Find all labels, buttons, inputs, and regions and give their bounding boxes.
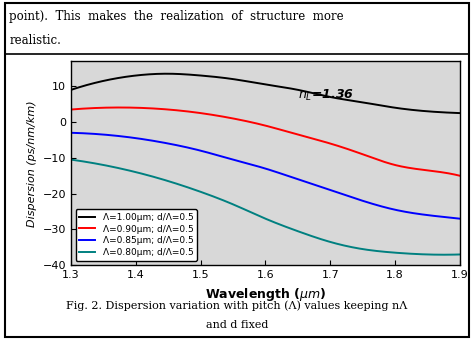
Text: $n_L$=1.36: $n_L$=1.36 (298, 88, 354, 103)
X-axis label: Wavelength ($\mu m$): Wavelength ($\mu m$) (205, 286, 326, 303)
Λ=0.90μm; d/Λ=0.5 (457, 174, 463, 178)
Λ=1.00μm; d/Λ=0.5 (301, 89, 307, 93)
Λ=0.85μm; d/Λ=0.5 (298, 178, 304, 183)
Λ=1.00μm; d/Λ=0.5 (70, 87, 75, 91)
Λ=1.00μm; d/Λ=0.5 (164, 72, 170, 76)
Text: Fig. 2. Dispersion variation with pitch (Λ) values keeping nΛ: Fig. 2. Dispersion variation with pitch … (66, 301, 408, 311)
Text: point).  This  makes  the  realization  of  structure  more: point). This makes the realization of st… (9, 10, 344, 23)
Λ=0.90μm; d/Λ=0.5 (301, 134, 307, 138)
Text: and d fixed: and d fixed (206, 320, 268, 329)
Λ=0.90μm; d/Λ=0.5 (397, 164, 403, 168)
Line: Λ=0.85μm; d/Λ=0.5: Λ=0.85μm; d/Λ=0.5 (71, 133, 460, 219)
Λ=1.00μm; d/Λ=0.5 (300, 89, 305, 93)
Λ=0.80μm; d/Λ=0.5 (441, 253, 447, 257)
Λ=1.00μm; d/Λ=0.5 (422, 109, 428, 113)
Λ=0.80μm; d/Λ=0.5 (298, 231, 304, 235)
Λ=0.80μm; d/Λ=0.5 (70, 158, 75, 162)
Line: Λ=0.80μm; d/Λ=0.5: Λ=0.80μm; d/Λ=0.5 (71, 159, 460, 255)
Legend: Λ=1.00μm; d/Λ=0.5, Λ=0.90μm; d/Λ=0.5, Λ=0.85μm; d/Λ=0.5, Λ=0.80μm; d/Λ=0.5: Λ=1.00μm; d/Λ=0.5, Λ=0.90μm; d/Λ=0.5, Λ=… (76, 209, 197, 261)
Λ=0.90μm; d/Λ=0.5 (308, 136, 313, 140)
Y-axis label: Dispersion (ps/nm/km): Dispersion (ps/nm/km) (27, 100, 37, 226)
Λ=0.85μm; d/Λ=0.5 (70, 131, 75, 135)
Λ=0.85μm; d/Λ=0.5 (420, 212, 426, 217)
Λ=0.80μm; d/Λ=0.5 (420, 252, 426, 256)
Λ=0.90μm; d/Λ=0.5 (70, 107, 75, 112)
Line: Λ=0.90μm; d/Λ=0.5: Λ=0.90μm; d/Λ=0.5 (71, 107, 460, 176)
Λ=0.90μm; d/Λ=0.5 (300, 134, 305, 138)
Λ=0.80μm; d/Λ=0.5 (68, 157, 74, 162)
Text: realistic.: realistic. (9, 34, 61, 47)
Line: Λ=1.00μm; d/Λ=0.5: Λ=1.00μm; d/Λ=0.5 (71, 74, 460, 113)
Λ=0.80μm; d/Λ=0.5 (457, 252, 463, 256)
Λ=1.00μm; d/Λ=0.5 (308, 90, 313, 95)
Λ=0.85μm; d/Λ=0.5 (68, 131, 74, 135)
Λ=0.80μm; d/Λ=0.5 (306, 233, 312, 237)
Λ=0.85μm; d/Λ=0.5 (457, 217, 463, 221)
Λ=0.90μm; d/Λ=0.5 (68, 107, 74, 112)
Λ=1.00μm; d/Λ=0.5 (68, 88, 74, 92)
Λ=0.80μm; d/Λ=0.5 (300, 231, 305, 235)
Λ=0.80μm; d/Λ=0.5 (396, 251, 401, 255)
Λ=1.00μm; d/Λ=0.5 (397, 106, 403, 110)
Λ=0.85μm; d/Λ=0.5 (300, 179, 305, 183)
Λ=0.90μm; d/Λ=0.5 (422, 168, 428, 172)
Λ=0.90μm; d/Λ=0.5 (116, 105, 122, 109)
Λ=0.85μm; d/Λ=0.5 (396, 208, 401, 212)
Λ=0.85μm; d/Λ=0.5 (306, 181, 312, 185)
Λ=1.00μm; d/Λ=0.5 (457, 111, 463, 115)
